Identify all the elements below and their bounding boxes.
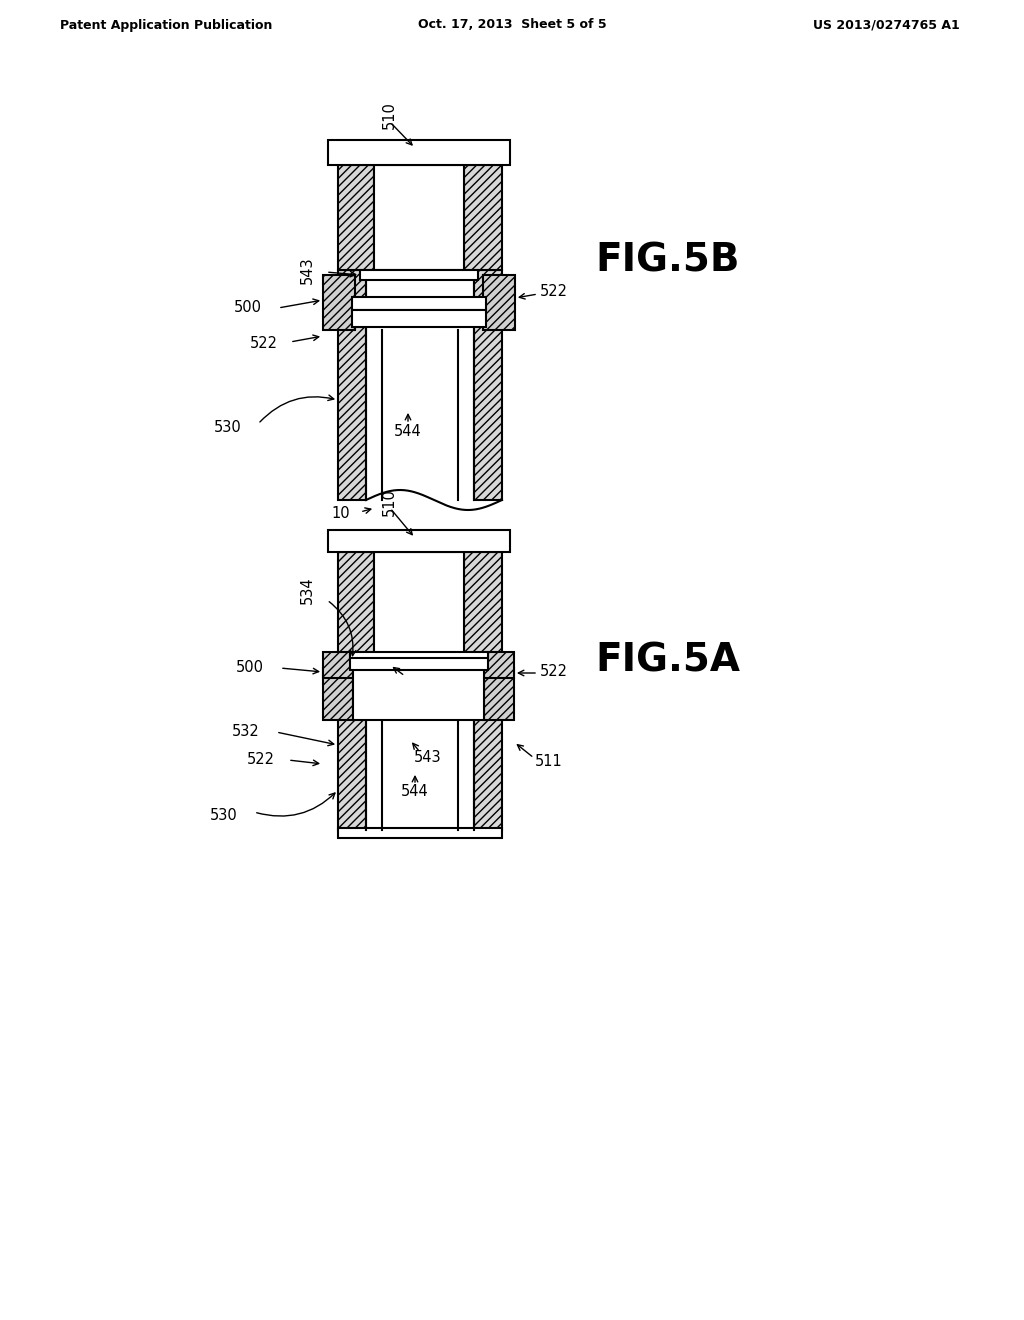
Bar [360,271,478,280]
Text: 500: 500 [236,660,264,675]
Bar [323,668,353,719]
Bar [484,668,514,719]
Bar [353,668,484,719]
Bar [483,275,515,330]
Text: FIG.5A: FIG.5A [595,642,740,678]
Bar [328,531,510,552]
Text: 544: 544 [401,784,429,800]
Bar [338,552,374,653]
Text: 500: 500 [234,301,262,315]
Text: 544: 544 [394,425,422,440]
Text: 510: 510 [382,488,397,516]
Text: 543: 543 [396,676,424,690]
Bar [350,653,488,671]
Bar [464,165,502,271]
Text: 530: 530 [214,421,242,436]
Text: 530: 530 [210,808,238,822]
Text: 511: 511 [535,755,563,770]
Bar [323,275,355,330]
Bar [474,655,502,830]
Bar [474,271,502,500]
Text: 534: 534 [300,577,315,603]
Text: 522: 522 [247,752,275,767]
Bar [374,552,464,653]
Text: 522: 522 [250,337,278,351]
Bar [350,652,488,657]
Text: 522: 522 [540,285,568,300]
Bar [338,165,374,271]
Bar [374,165,464,271]
Bar [338,828,502,838]
Text: 532: 532 [232,725,260,739]
Text: Oct. 17, 2013  Sheet 5 of 5: Oct. 17, 2013 Sheet 5 of 5 [418,18,606,32]
Text: 522: 522 [540,664,568,680]
Bar [323,652,353,678]
Text: 510: 510 [382,102,397,129]
Bar [338,655,366,830]
Text: 543: 543 [414,751,441,766]
Text: 543: 543 [300,256,315,284]
Bar [484,652,514,678]
Bar [352,310,486,327]
Bar [338,271,366,500]
Text: US 2013/0274765 A1: US 2013/0274765 A1 [813,18,961,32]
Bar [352,297,486,310]
Bar [464,552,502,653]
Text: Patent Application Publication: Patent Application Publication [60,18,272,32]
Text: FIG.5B: FIG.5B [595,242,739,279]
Text: 10: 10 [332,507,350,521]
Bar [328,140,510,165]
